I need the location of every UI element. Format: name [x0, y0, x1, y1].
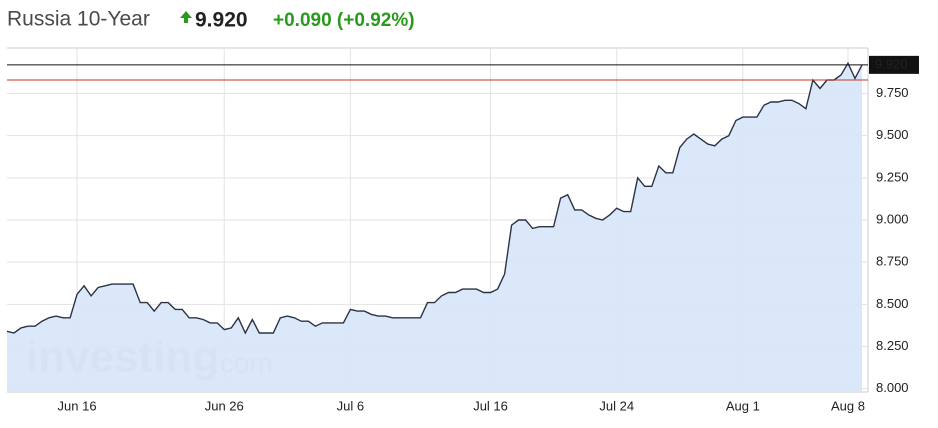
instrument-title: Russia 10-Year	[7, 8, 150, 31]
y-tick-label: 8.250	[876, 338, 909, 353]
y-tick-label: 8.000	[876, 380, 909, 395]
last-price-label: 9.920	[875, 56, 908, 71]
x-tick-label: Jul 6	[337, 398, 364, 413]
area-fill	[7, 63, 862, 392]
x-tick-label: Jul 16	[473, 398, 508, 413]
x-tick-label: Jun 26	[205, 398, 244, 413]
y-tick-label: 8.750	[876, 254, 909, 269]
x-tick-label: Jun 16	[58, 398, 97, 413]
up-arrow	[180, 11, 192, 23]
y-tick-label: 9.750	[876, 85, 909, 100]
x-tick-label: Aug 8	[831, 398, 865, 413]
y-tick-label: 9.000	[876, 211, 909, 226]
y-tick-label: 9.500	[876, 127, 909, 142]
y-tick-label: 8.500	[876, 296, 909, 311]
price-line	[6, 61, 863, 335]
x-tick-label: Jul 24	[599, 398, 634, 413]
x-tick-label: Aug 1	[726, 398, 760, 413]
last-price-badge	[869, 55, 919, 74]
y-tick-label: 9.250	[876, 169, 909, 184]
price-change: +0.090 (+0.92%)	[273, 10, 415, 31]
last-price: 9.920	[195, 9, 248, 32]
plot-area: 8.000 8.250 8.500 8.750 9.000 9.250 9.500 9.750…	[6, 47, 919, 413]
